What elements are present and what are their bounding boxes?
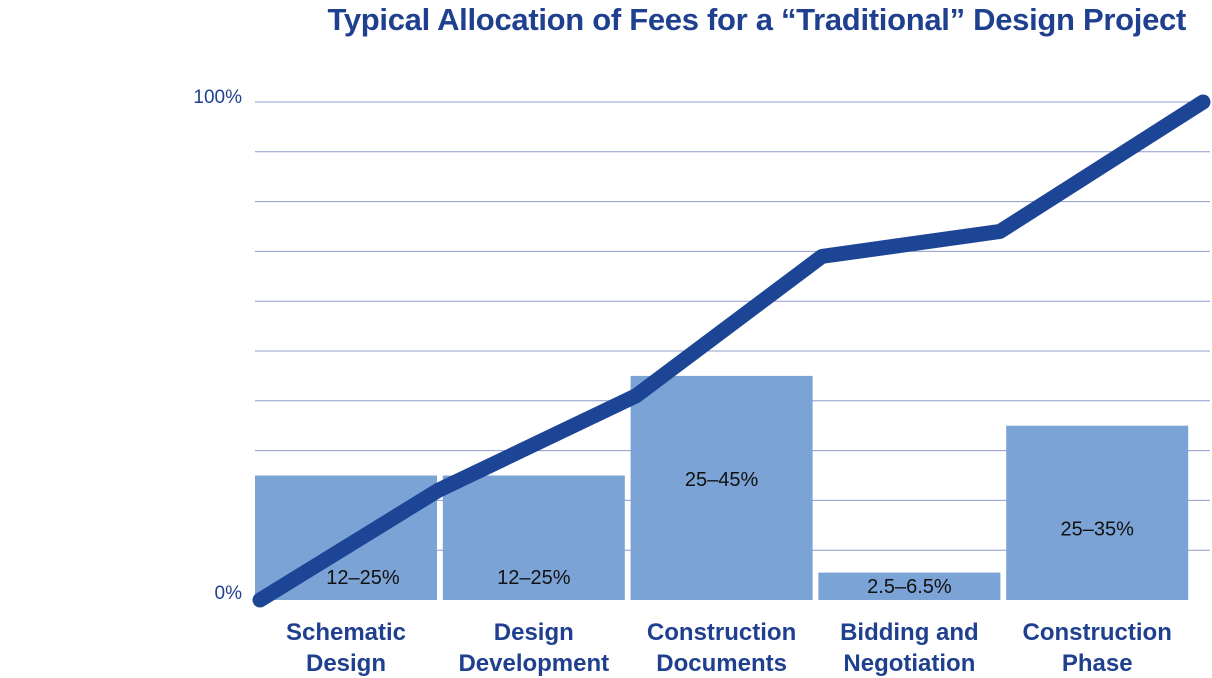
bar-label: 25–35% bbox=[1060, 519, 1134, 541]
bar bbox=[818, 572, 1001, 600]
category-label: Development bbox=[458, 650, 609, 677]
category-label: Bidding and bbox=[840, 619, 979, 646]
bar bbox=[1006, 425, 1189, 600]
category-label: Construction bbox=[1023, 619, 1172, 646]
category-label: Design bbox=[306, 650, 386, 677]
category-label: Negotiation bbox=[843, 650, 975, 677]
bar bbox=[442, 475, 625, 600]
bar bbox=[630, 375, 813, 600]
bar-label: 12–25% bbox=[326, 567, 400, 589]
chart-title: Typical Allocation of Fees for a “Tradit… bbox=[327, 2, 1187, 37]
bar-label: 12–25% bbox=[497, 567, 571, 589]
category-label: Design bbox=[494, 619, 574, 646]
category-label: Construction bbox=[647, 619, 796, 646]
y-tick-0: 0% bbox=[215, 583, 243, 604]
category-label: Phase bbox=[1062, 650, 1133, 677]
bar-label: 2.5–6.5% bbox=[867, 576, 952, 598]
cumulative-line bbox=[252, 94, 1211, 608]
category-label: Documents bbox=[656, 650, 787, 677]
bar-label: 25–45% bbox=[685, 469, 759, 491]
y-tick-100: 100% bbox=[193, 87, 242, 108]
category-label: Schematic bbox=[286, 619, 406, 646]
